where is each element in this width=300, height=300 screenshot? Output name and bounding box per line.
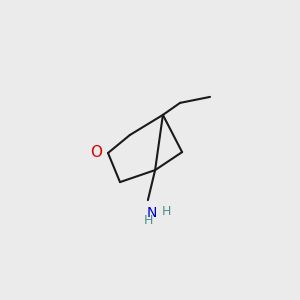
Text: H: H [162, 205, 171, 218]
Text: N: N [147, 206, 158, 220]
Text: H: H [143, 214, 153, 227]
Text: O: O [90, 145, 102, 160]
